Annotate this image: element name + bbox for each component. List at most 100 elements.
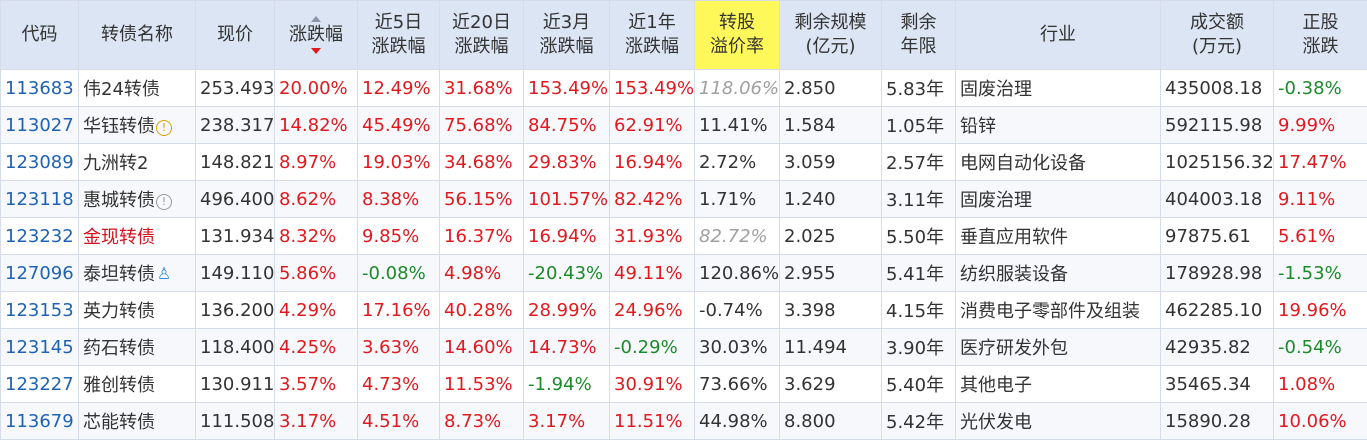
change-3m-cell: 84.75% <box>523 106 610 144</box>
price-cell: 148.821 <box>195 143 275 181</box>
remaining-years-cell: 5.41年 <box>881 254 956 292</box>
change-3m-cell: 153.49% <box>523 69 610 107</box>
bond-name-cell[interactable]: 芯能转债 <box>78 402 196 440</box>
column-header-turnover[interactable]: 成交额 (万元) <box>1160 0 1274 70</box>
change-20d-cell: 16.37% <box>439 217 524 255</box>
industry-cell: 固废治理 <box>955 69 1161 107</box>
bond-name-cell[interactable]: 药石转债 <box>78 328 196 366</box>
change-20d-cell: 56.15% <box>439 180 524 218</box>
sort-desc-icon[interactable] <box>311 48 321 54</box>
change-1y-cell: 11.51% <box>609 402 695 440</box>
industry-cell: 纺织服装设备 <box>955 254 1161 292</box>
change-pct-cell: 8.62% <box>274 180 358 218</box>
change-pct-cell: 8.32% <box>274 217 358 255</box>
bond-name-link[interactable]: 雅创转债 <box>83 375 155 396</box>
remaining-years-cell: 4.15年 <box>881 291 956 329</box>
bond-name-link[interactable]: 伟24转债 <box>83 79 160 100</box>
bond-code-link[interactable]: 113683 <box>0 69 79 107</box>
table-row[interactable]: 123153 英力转债 136.200 4.29% 17.16% 40.28% 28.99%… <box>0 291 1367 329</box>
bond-name-cell[interactable]: 华钰转债! <box>78 106 196 144</box>
change-5d-cell: 12.49% <box>357 69 440 107</box>
column-header-remaining-size[interactable]: 剩余规模 (亿元) <box>779 0 882 70</box>
bond-name-link[interactable]: 芯能转债 <box>83 412 155 433</box>
price-cell: 130.911 <box>195 365 275 403</box>
bond-name-link[interactable]: 金现转债 <box>83 227 155 248</box>
user-icon[interactable]: ♙ <box>156 264 172 283</box>
bond-name-cell[interactable]: 金现转债 <box>78 217 196 255</box>
change-5d-cell: 8.38% <box>357 180 440 218</box>
change-1y-cell: 82.42% <box>609 180 695 218</box>
remaining-years-cell: 5.83年 <box>881 69 956 107</box>
bond-name-link[interactable]: 华钰转债 <box>83 116 155 137</box>
change-pct-cell: 5.86% <box>274 254 358 292</box>
bond-name-link[interactable]: 英力转债 <box>83 301 155 322</box>
change-5d-cell: -0.08% <box>357 254 440 292</box>
column-header-bond-name[interactable]: 转债名称 <box>78 0 196 70</box>
change-20d-cell: 31.68% <box>439 69 524 107</box>
column-header-label: 正股 <box>1302 12 1339 33</box>
table-row[interactable]: 113027 华钰转债! 238.317 14.82% 45.49% 75.68% 84.7… <box>0 106 1367 144</box>
bond-name-link[interactable]: 药石转债 <box>83 338 155 359</box>
conversion-premium-cell: 30.03% <box>694 328 780 366</box>
bond-name-cell[interactable]: 英力转债 <box>78 291 196 329</box>
bond-name-link[interactable]: 九洲转2 <box>83 153 149 174</box>
table-row[interactable]: 113683 伟24转债 253.493 20.00% 12.49% 31.68% 153.… <box>0 69 1367 107</box>
conversion-premium-cell: 2.72% <box>694 143 780 181</box>
change-pct-cell: 14.82% <box>274 106 358 144</box>
remaining-years-cell: 5.50年 <box>881 217 956 255</box>
bond-code-link[interactable]: 123089 <box>0 143 79 181</box>
column-header-change-1y[interactable]: 近1年 涨跌幅 <box>609 0 695 70</box>
column-header-stock-change[interactable]: 正股 涨跌 <box>1273 0 1367 70</box>
remaining-size-cell: 3.398 <box>779 291 882 329</box>
change-5d-cell: 9.85% <box>357 217 440 255</box>
turnover-cell: 42935.82 <box>1160 328 1274 366</box>
bond-code-link[interactable]: 123145 <box>0 328 79 366</box>
bond-name-cell[interactable]: 惠城转债! <box>78 180 196 218</box>
change-pct-cell: 4.29% <box>274 291 358 329</box>
column-header-change-5d[interactable]: 近5日 涨跌幅 <box>357 0 440 70</box>
bond-name-link[interactable]: 惠城转债 <box>83 190 155 211</box>
column-header-conversion-premium[interactable]: 转股 溢价率 <box>694 0 780 70</box>
bond-name-cell[interactable]: 九洲转2 <box>78 143 196 181</box>
bond-code-link[interactable]: 123118 <box>0 180 79 218</box>
price-cell: 118.400 <box>195 328 275 366</box>
bond-code-link[interactable]: 113027 <box>0 106 79 144</box>
table-row[interactable]: 123227 雅创转债 130.911 3.57% 4.73% 11.53% -1.94% 3… <box>0 365 1367 403</box>
column-header-code[interactable]: 代码 <box>0 0 79 70</box>
column-header-industry[interactable]: 行业 <box>955 0 1161 70</box>
column-header-sublabel: 涨跌 <box>1302 36 1339 57</box>
warning-icon[interactable]: ! <box>156 120 172 136</box>
turnover-cell: 97875.61 <box>1160 217 1274 255</box>
change-3m-cell: 28.99% <box>523 291 610 329</box>
column-header-sublabel: 年限 <box>900 36 937 57</box>
stock-change-cell: 19.96% <box>1273 291 1367 329</box>
sort-asc-icon[interactable] <box>311 16 321 22</box>
table-row[interactable]: 123145 药石转债 118.400 4.25% 3.63% 14.60% 14.73% -… <box>0 328 1367 366</box>
column-header-change-3m[interactable]: 近3月 涨跌幅 <box>523 0 610 70</box>
bond-name-cell[interactable]: 泰坦转债 ♙ <box>78 254 196 292</box>
bond-code-link[interactable]: 123153 <box>0 291 79 329</box>
table-row[interactable]: 123232 金现转债 131.934 8.32% 9.85% 16.37% 16.94% 3… <box>0 217 1367 255</box>
table-row[interactable]: 123118 惠城转债! 496.400 8.62% 8.38% 56.15% 101.57… <box>0 180 1367 218</box>
industry-cell: 其他电子 <box>955 365 1161 403</box>
bond-code-link[interactable]: 127096 <box>0 254 79 292</box>
change-1y-cell: 24.96% <box>609 291 695 329</box>
column-header-change-20d[interactable]: 近20日 涨跌幅 <box>439 0 524 70</box>
table-row[interactable]: 123089 九洲转2 148.821 8.97% 19.03% 34.68% 29.83%… <box>0 143 1367 181</box>
table-row[interactable]: 127096 泰坦转债 ♙ 149.110 5.86% -0.08% 4.98% -20.43… <box>0 254 1367 292</box>
bond-code-link[interactable]: 123227 <box>0 365 79 403</box>
column-header-change-pct[interactable]: 涨跌幅 <box>274 0 358 70</box>
price-cell: 136.200 <box>195 291 275 329</box>
change-20d-cell: 40.28% <box>439 291 524 329</box>
table-row[interactable]: 113679 芯能转债 111.508 3.17% 4.51% 8.73% 3.17% 11.… <box>0 402 1367 440</box>
column-header-remaining-years[interactable]: 剩余 年限 <box>881 0 956 70</box>
remaining-years-cell: 5.40年 <box>881 365 956 403</box>
bond-name-cell[interactable]: 伟24转债 <box>78 69 196 107</box>
price-cell: 238.317 <box>195 106 275 144</box>
bond-code-link[interactable]: 113679 <box>0 402 79 440</box>
bond-name-cell[interactable]: 雅创转债 <box>78 365 196 403</box>
info-icon[interactable]: ! <box>156 194 172 210</box>
bond-code-link[interactable]: 123232 <box>0 217 79 255</box>
column-header-price[interactable]: 现价 <box>195 0 275 70</box>
bond-name-link[interactable]: 泰坦转债 <box>83 264 155 285</box>
